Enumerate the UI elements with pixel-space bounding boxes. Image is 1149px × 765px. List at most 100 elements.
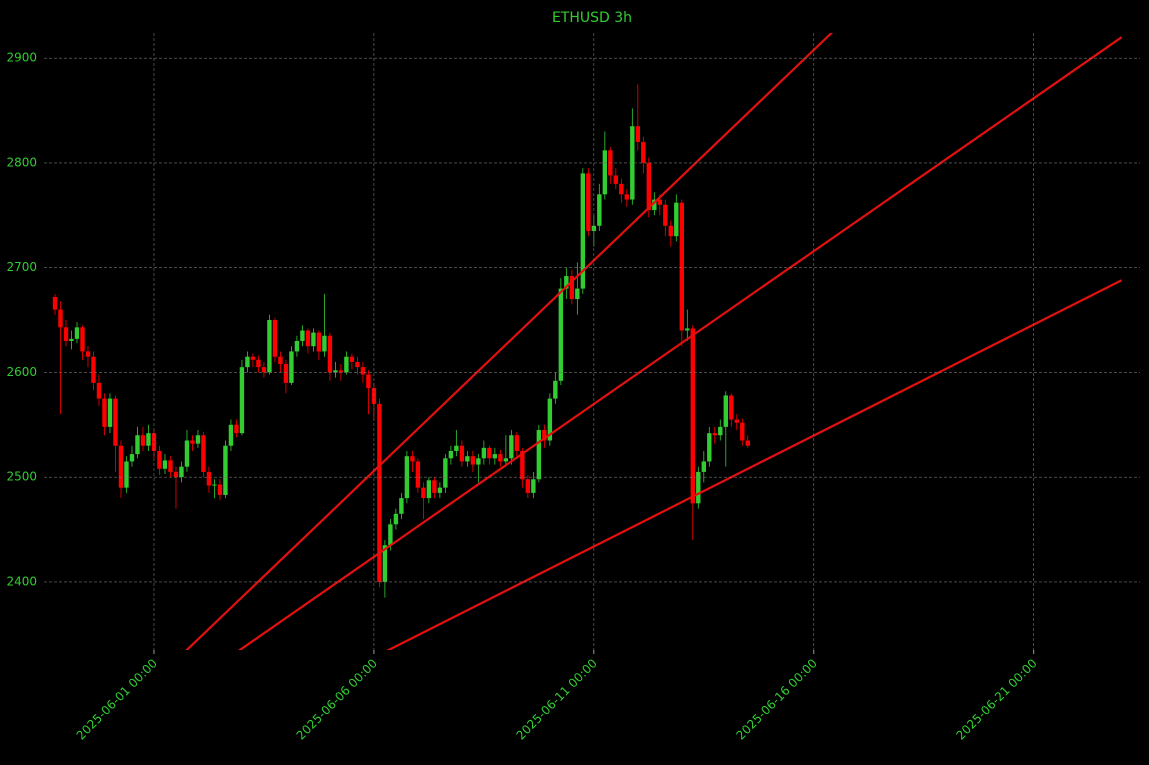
candle-body [657,199,663,205]
candle-body [129,454,135,462]
candle-body [91,356,96,383]
candle-body [289,351,294,383]
candle-body [674,202,679,237]
y-tick-label: 2400 [6,574,37,588]
candle-body [558,288,564,381]
candle-body [531,479,536,493]
candle-body [459,445,465,462]
candle-body [624,194,630,200]
candle-body [333,370,338,373]
candle-body [283,364,289,383]
candle-body [355,361,360,368]
candle-body [74,327,80,339]
candle-body [184,440,190,467]
candle-body [646,162,652,211]
y-tick-label: 2700 [6,260,37,274]
candle-body [217,484,223,495]
candle-body [58,309,63,328]
candle-body [481,447,487,459]
candle-body [140,435,146,446]
candle-body [476,458,481,465]
candle-body [432,480,437,493]
candle-body [498,454,503,462]
candle-body [597,194,602,226]
trend-line [386,279,1123,650]
candle-body [415,461,421,488]
candle-body [652,199,657,211]
candle-body [393,513,399,525]
candle-body [696,471,701,504]
candle-body [641,141,646,163]
candle-body [553,380,558,399]
candle-body [157,450,162,469]
candle-body [80,327,85,352]
candle-body [168,460,173,472]
candle-body [107,398,113,427]
candle-body [564,276,569,289]
candle-body [630,126,635,200]
candle-body [668,225,674,237]
candle-body [443,458,448,488]
candle-body [124,461,129,488]
candle-body [294,340,300,352]
trend-line [237,36,1123,650]
candle-body [135,435,140,455]
candle-body [426,480,432,499]
candle-body [613,175,619,184]
candle-body [96,382,102,399]
candle-body [448,450,454,459]
candle-body [707,433,712,462]
candle-body [146,433,151,446]
candle-body [69,338,74,341]
candle-body [85,351,91,357]
candle-body [701,461,706,472]
candle-body [261,367,267,373]
candle-body [663,204,668,226]
candle-body [311,332,316,347]
candle-body [272,320,278,357]
candle-body [723,395,728,427]
candle-body [399,498,404,514]
candle-body [338,370,344,373]
candle-body [366,374,371,389]
candle-body [734,419,739,423]
candle-body [300,330,305,341]
candle-body [228,424,234,446]
candle-body [63,327,69,341]
candle-body [586,173,591,231]
candle-body [322,335,327,352]
candle-body [487,447,492,459]
candle-body [685,328,690,331]
candle-body [492,454,498,459]
candle-body [718,426,723,436]
candle-body [580,173,586,289]
candle-body [278,356,283,365]
plot-area [52,33,1123,650]
candle-body [410,456,415,462]
candle-body [712,433,717,436]
candle-body [223,445,228,495]
candle-body [190,440,195,444]
candle-body [239,367,245,434]
candle-body [740,422,745,441]
candle-body [602,150,608,195]
candle-body [525,479,531,493]
candle-body [745,440,750,446]
candle-body [173,471,179,478]
candle-body [349,356,355,362]
candle-body [377,403,382,582]
candle-body [234,424,239,434]
candle-body [201,435,206,472]
candle-body [195,435,201,444]
candle-body [151,433,157,451]
candle-body [619,183,624,195]
candle-body [575,288,580,300]
candle-body [514,435,520,451]
trend-line [185,33,834,650]
candle-body [52,296,58,310]
candle-body [250,356,256,360]
y-tick-label: 2800 [6,155,37,169]
candle-body [360,367,366,375]
